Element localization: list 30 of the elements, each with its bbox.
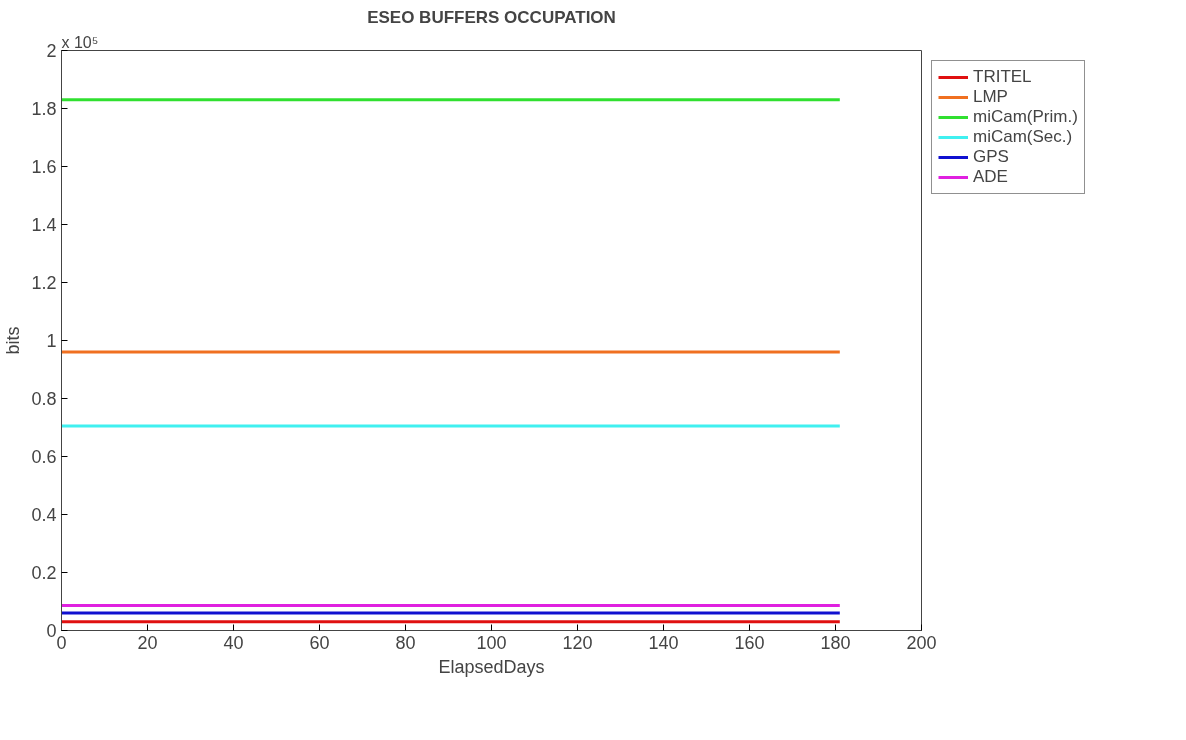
x-tick-label: 120 bbox=[562, 632, 593, 653]
legend-label: LMP bbox=[973, 87, 1008, 107]
x-tick-label: 60 bbox=[309, 632, 330, 653]
y-tick-label: 1.4 bbox=[31, 215, 57, 235]
y-tick-label: 2 bbox=[46, 41, 57, 61]
y-axis-title: bits bbox=[3, 326, 24, 355]
y-tick-label: 1.2 bbox=[31, 273, 57, 293]
x-axis-title: ElapsedDays bbox=[438, 656, 545, 677]
y-tick-label: 0.8 bbox=[31, 389, 57, 409]
x-tick-label: 180 bbox=[820, 632, 851, 653]
x-tick-label: 200 bbox=[906, 632, 937, 653]
legend-label: TRITEL bbox=[973, 67, 1032, 87]
y-tick-label: 0.2 bbox=[31, 563, 57, 583]
legend-label: miCam(Prim.) bbox=[973, 107, 1078, 127]
legend-label: GPS bbox=[973, 147, 1009, 167]
annotation: x 10⁵ bbox=[61, 33, 99, 51]
x-tick-label: 20 bbox=[137, 632, 158, 653]
y-tick-label: 0.6 bbox=[31, 447, 57, 467]
x-tick-label: 140 bbox=[648, 632, 679, 653]
x-tick-label: 160 bbox=[734, 632, 765, 653]
legend-label: miCam(Sec.) bbox=[973, 127, 1073, 147]
y-tick-label: 1.8 bbox=[31, 99, 57, 119]
x-tick-label: 100 bbox=[476, 632, 507, 653]
x-tick-label: 80 bbox=[395, 632, 416, 653]
chart-title: ESEO BUFFERS OCCUPATION bbox=[367, 7, 616, 27]
y-tick-label: 1.6 bbox=[31, 157, 57, 177]
legend-label: ADE bbox=[973, 167, 1008, 187]
y-tick-label: 0.4 bbox=[31, 505, 57, 525]
y-tick-label: 1 bbox=[46, 331, 57, 351]
x-tick-label: 40 bbox=[223, 632, 244, 653]
